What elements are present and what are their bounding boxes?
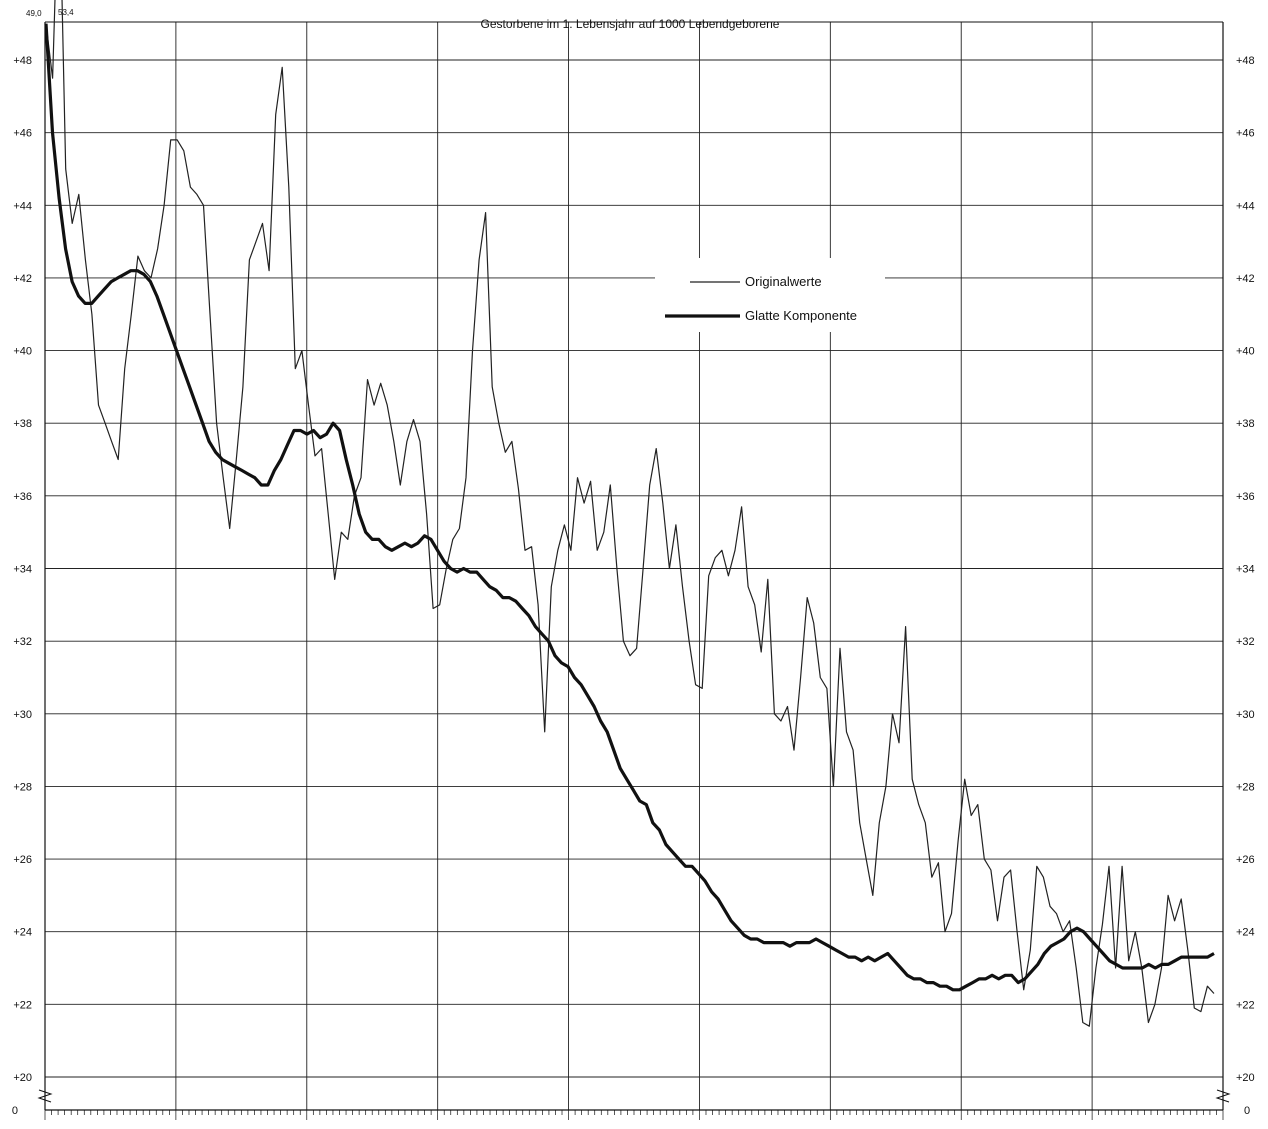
y-tick-label-right: +38 (1236, 418, 1255, 430)
y-tick-label-left: +26 (13, 854, 32, 866)
legend-background (655, 258, 885, 332)
y-zero-label-right: 0 (1244, 1105, 1250, 1117)
axis-break-left (37, 1089, 53, 1103)
chart-title: Gestorbene im 1. Lebensjahr auf 1000 Leb… (481, 17, 780, 31)
axes: +20 +20 +22 +22 +24 +24 +26 +26 +28 +28 +30 +30 +32 +… (12, 21, 1255, 1120)
y-tick-label-left: +24 (13, 927, 32, 939)
y-tick-label-right: +40 (1236, 346, 1255, 358)
y-tick-label-right: +32 (1236, 636, 1255, 648)
y-tick-label-left: +44 (13, 200, 32, 212)
y-tick-label-left: +20 (13, 1072, 32, 1084)
legend-label-originalwerte: Originalwerte (745, 274, 822, 289)
y-tick-label-right: +36 (1236, 491, 1255, 503)
y-tick-label-left: +42 (13, 273, 32, 285)
y-tick-label-left: +36 (13, 491, 32, 503)
annotations: 49,0 53,4 (26, 8, 74, 18)
y-tick-label-right: +26 (1236, 854, 1255, 866)
y-tick-label-left: +32 (13, 636, 32, 648)
y-tick-label-left: +38 (13, 418, 32, 430)
series-line-originalwerte (45, 0, 1215, 1027)
series-line-glatte-komponente (44, 23, 1215, 992)
y-tick-label-right: +48 (1236, 55, 1255, 67)
annotation-49-0: 49,0 (26, 9, 42, 18)
y-tick-label-right: +34 (1236, 564, 1255, 576)
y-tick-label-right: +24 (1236, 927, 1255, 939)
y-tick-label-left: +28 (13, 781, 32, 793)
y-tick-label-left: +48 (13, 55, 32, 67)
y-zero-label-left: 0 (12, 1105, 18, 1117)
y-tick-label-right: +30 (1236, 709, 1255, 721)
axis-break-right (1215, 1089, 1231, 1103)
y-tick-label-right: +20 (1236, 1072, 1255, 1084)
legend: Originalwerte Glatte Komponente (655, 258, 885, 332)
grid (45, 22, 1223, 1110)
y-tick-label-left: +46 (13, 128, 32, 140)
y-tick-label-left: +40 (13, 346, 32, 358)
y-tick-label-left: +34 (13, 564, 32, 576)
legend-label-glatte-komponente: Glatte Komponente (745, 308, 857, 323)
y-tick-label-right: +42 (1236, 273, 1255, 285)
y-tick-label-right: +28 (1236, 781, 1255, 793)
y-tick-label-right: +44 (1236, 200, 1255, 212)
y-tick-label-right: +46 (1236, 128, 1255, 140)
series (44, 0, 1215, 1027)
y-tick-label-left: +30 (13, 709, 32, 721)
annotation-53-4: 53,4 (58, 8, 74, 17)
y-tick-label-left: +22 (13, 999, 32, 1011)
y-tick-label-right: +22 (1236, 999, 1255, 1011)
